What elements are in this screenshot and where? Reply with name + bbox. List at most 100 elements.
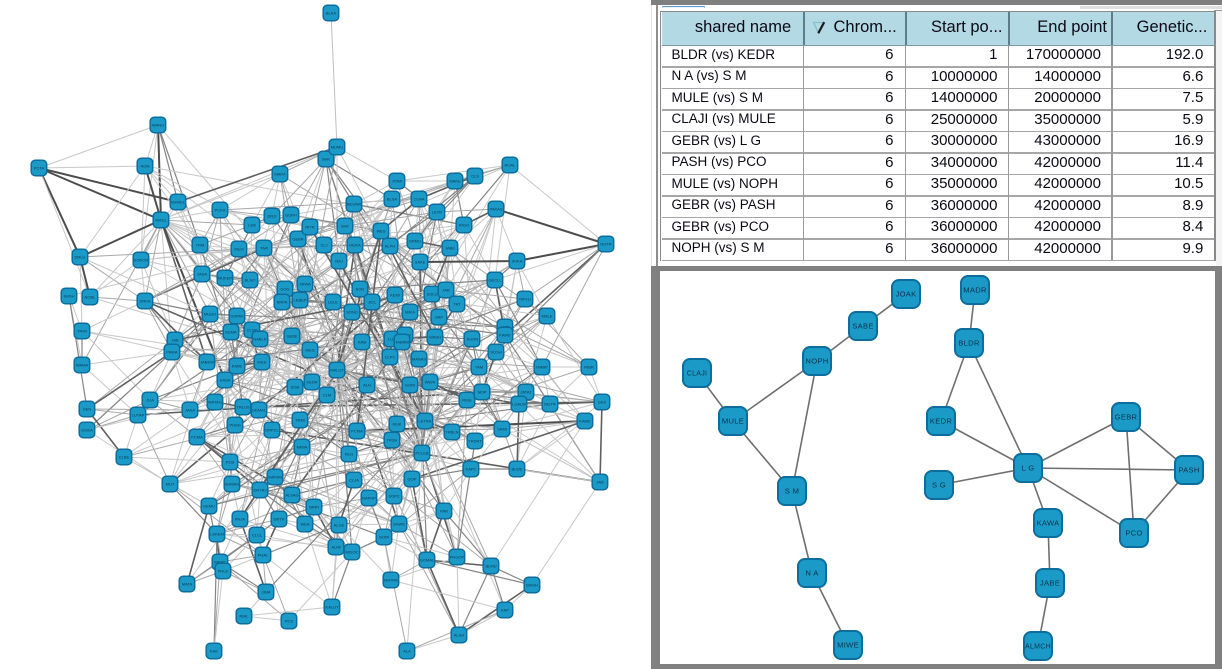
svg-text:JAB: JAB	[171, 338, 179, 343]
svg-text:SOPC: SOPC	[388, 494, 399, 499]
svg-text:DRTR: DRTR	[273, 517, 284, 522]
svg-text:LETR: LETR	[432, 210, 442, 215]
svg-text:LUTAP: LUTAP	[132, 413, 145, 418]
svg-text:JABEW: JABEW	[200, 360, 214, 365]
svg-text:MADR: MADR	[963, 286, 987, 295]
svg-text:RIWE: RIWE	[232, 364, 243, 369]
svg-text:WASH: WASH	[526, 583, 538, 588]
svg-text:BRRI: BRRI	[309, 505, 319, 510]
svg-text:KEMA: KEMA	[225, 330, 237, 335]
svg-text:PCLEB: PCLEB	[415, 451, 428, 456]
svg-text:GEBE: GEBE	[286, 334, 297, 339]
svg-text:KAWA: KAWA	[1037, 519, 1061, 528]
svg-text:MISOC: MISOC	[345, 550, 358, 555]
svg-text:SHKA: SHKA	[512, 259, 523, 264]
svg-text:LUR: LUR	[388, 337, 396, 342]
svg-text:MUT: MUT	[166, 482, 175, 487]
svg-text:MILE: MILE	[257, 360, 267, 365]
svg-text:S M: S M	[785, 487, 799, 496]
svg-text:MIWA: MIWA	[297, 445, 308, 450]
svg-text:ALSH: ALSH	[454, 633, 465, 638]
svg-text:CLCL: CLCL	[252, 533, 263, 538]
svg-text:PCKA: PCKA	[215, 208, 226, 213]
svg-text:RIAL: RIAL	[240, 614, 250, 619]
svg-text:DRMU: DRMU	[409, 239, 421, 244]
svg-text:JASA: JASA	[197, 272, 207, 277]
svg-text:NABLR: NABLR	[253, 337, 266, 342]
svg-text:WACL: WACL	[155, 218, 167, 223]
svg-text:PHGOP: PHGOP	[450, 555, 465, 560]
svg-text:CLAJI: CLAJI	[687, 371, 708, 378]
svg-text:PAWA: PAWA	[166, 350, 178, 355]
svg-text:LETRA: LETRA	[419, 419, 432, 424]
svg-text:GEBR: GEBR	[1115, 413, 1138, 422]
svg-text:TRBLN: TRBLN	[445, 430, 458, 435]
svg-text:PHLE: PHLE	[218, 569, 229, 574]
svg-text:JATAT: JATAT	[520, 390, 532, 395]
svg-text:BRPA: BRPA	[277, 300, 288, 305]
svg-text:MAKE: MAKE	[449, 179, 461, 184]
svg-text:SHMAG: SHMAG	[225, 482, 240, 487]
svg-text:CLS: CLS	[471, 174, 479, 179]
svg-text:CLJA: CLJA	[349, 478, 359, 483]
svg-text:TRSH: TRSH	[387, 438, 398, 443]
svg-text:ALPH: ALPH	[385, 244, 396, 249]
svg-text:MALUT: MALUT	[330, 368, 344, 373]
svg-text:WERI: WERI	[425, 380, 435, 385]
svg-text:NOP: NOP	[478, 390, 487, 395]
svg-text:ALSAG: ALSAG	[285, 493, 298, 498]
svg-text:GOP: GOP	[408, 477, 417, 482]
svg-text:BLSA: BLSA	[387, 197, 398, 202]
svg-text:MATRB: MATRB	[384, 578, 398, 583]
svg-text:ALA: ALA	[403, 649, 411, 654]
svg-text:NAPHP: NAPHP	[362, 496, 376, 501]
svg-text:SABE: SABE	[852, 322, 873, 331]
svg-text:KAWE: KAWE	[579, 419, 591, 424]
svg-text:S G: S G	[932, 481, 946, 490]
svg-text:WEPC: WEPC	[214, 560, 226, 565]
svg-text:KAK: KAK	[210, 649, 218, 654]
svg-text:MIPHM: MIPHM	[268, 475, 281, 480]
svg-text:SHK: SHK	[322, 157, 331, 162]
svg-text:JITAR: JITAR	[392, 179, 403, 184]
svg-text:SAP: SAP	[435, 315, 443, 320]
svg-text:SHWE: SHWE	[393, 522, 405, 527]
svg-text:NON: NON	[141, 164, 150, 169]
svg-text:WEG: WEG	[305, 348, 315, 353]
svg-text:KEG: KEG	[345, 452, 353, 457]
svg-text:WES: WES	[376, 229, 385, 234]
svg-text:CLNA: CLNA	[247, 328, 258, 333]
svg-text:SOB: SOB	[291, 385, 300, 390]
svg-text:PHSH: PHSH	[229, 423, 240, 428]
svg-text:N A: N A	[805, 569, 819, 578]
svg-text:WAMA: WAMA	[76, 363, 89, 368]
svg-text:MUJI: MUJI	[234, 247, 243, 252]
svg-text:WANO: WANO	[152, 123, 164, 128]
svg-text:MANAS: MANAS	[412, 357, 427, 362]
svg-text:KASA: KASA	[220, 378, 231, 383]
svg-text:GES: GES	[598, 400, 607, 405]
svg-text:MUK: MUK	[393, 422, 402, 427]
svg-text:GEMU: GEMU	[203, 504, 215, 509]
svg-text:MUKA: MUKA	[349, 243, 361, 248]
svg-text:NOPH: NOPH	[805, 357, 828, 366]
svg-text:GOPH: GOPH	[285, 213, 297, 218]
svg-text:TRLUS: TRLUS	[236, 405, 249, 410]
svg-text:RIGO: RIGO	[459, 223, 469, 228]
svg-text:PCTA: PCTA	[34, 166, 45, 171]
svg-text:MAKA: MAKA	[274, 172, 286, 177]
svg-text:ALN: ALN	[363, 383, 371, 388]
svg-text:PCS: PCS	[285, 619, 294, 624]
svg-text:JABE: JABE	[1040, 579, 1060, 588]
svg-text:JAKA: JAKA	[185, 408, 195, 413]
svg-text:MUMU: MUMU	[331, 145, 344, 150]
svg-text:MIWE: MIWE	[837, 641, 859, 650]
svg-text:GOKA: GOKA	[81, 428, 93, 433]
svg-text:BESAW: BESAW	[347, 202, 362, 207]
svg-text:DRPCL: DRPCL	[265, 428, 279, 433]
svg-text:PAKAS: PAKAS	[489, 207, 502, 212]
svg-text:MUGO: MUGO	[204, 312, 216, 317]
svg-text:SAMI: SAMI	[497, 427, 507, 432]
svg-text:LEBEP: LEBEP	[294, 298, 307, 303]
svg-text:CLBE: CLBE	[119, 455, 130, 460]
